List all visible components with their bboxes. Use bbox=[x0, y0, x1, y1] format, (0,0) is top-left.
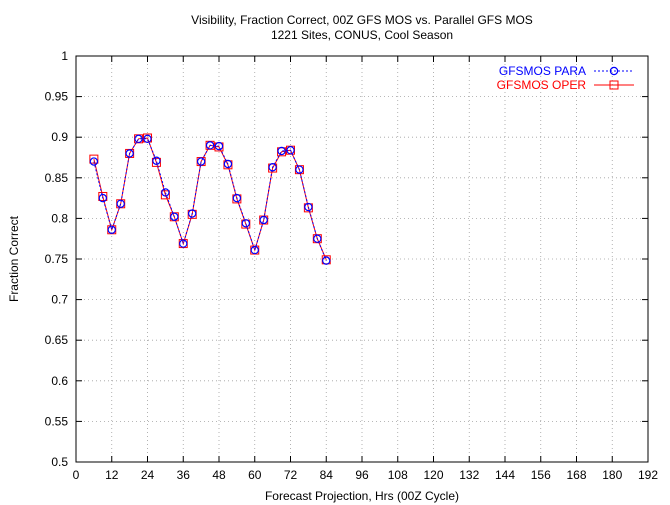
x-tick-label: 192 bbox=[638, 468, 658, 482]
x-tick-label: 60 bbox=[248, 468, 262, 482]
y-tick-label: 0.5 bbox=[51, 455, 68, 469]
y-axis-label: Fraction Correct bbox=[7, 215, 21, 302]
data-point bbox=[160, 190, 170, 200]
data-point bbox=[259, 215, 268, 225]
data-point bbox=[295, 165, 304, 174]
legend-marker bbox=[609, 66, 619, 76]
data-point bbox=[187, 209, 197, 218]
x-tick-label: 0 bbox=[73, 468, 80, 482]
y-tick-label: 0.6 bbox=[51, 374, 68, 388]
x-tick-label: 72 bbox=[284, 468, 298, 482]
data-point bbox=[98, 191, 108, 201]
data-point bbox=[89, 157, 99, 166]
legend-marker bbox=[609, 80, 619, 90]
data-point bbox=[322, 256, 331, 265]
data-point bbox=[250, 245, 259, 255]
data-point bbox=[196, 157, 206, 166]
data-point bbox=[277, 146, 286, 156]
y-tick-label: 0.75 bbox=[45, 252, 69, 266]
data-point bbox=[205, 141, 215, 150]
data-point bbox=[151, 157, 161, 167]
data-point bbox=[214, 141, 224, 151]
y-tick-label: 0.65 bbox=[45, 333, 69, 347]
x-tick-label: 132 bbox=[459, 468, 479, 482]
data-point bbox=[313, 234, 322, 243]
data-point bbox=[268, 163, 277, 172]
data-point bbox=[107, 225, 116, 234]
data-point bbox=[116, 199, 125, 208]
data-point bbox=[286, 145, 295, 155]
chart-subtitle: 1221 Sites, CONUS, Cool Season bbox=[271, 28, 453, 42]
data-point bbox=[304, 202, 313, 212]
x-tick-label: 84 bbox=[320, 468, 334, 482]
x-tick-label: 48 bbox=[212, 468, 226, 482]
x-axis-label: Forecast Projection, Hrs (00Z Cycle) bbox=[265, 489, 459, 503]
chart-title: Visibility, Fraction Correct, 00Z GFS MO… bbox=[191, 13, 533, 27]
data-point bbox=[98, 193, 108, 203]
data-point bbox=[241, 219, 251, 228]
x-tick-label: 144 bbox=[495, 468, 515, 482]
tick-labels: 0 12 24 36 48 60 72 84 96 108 120 132 144 156 168 180 19… bbox=[45, 49, 659, 482]
legend-item: GFSMOS OPER bbox=[497, 78, 634, 92]
series-line bbox=[93, 138, 327, 261]
data-point bbox=[143, 134, 152, 144]
x-tick-label: 156 bbox=[531, 468, 551, 482]
x-tick-label: 120 bbox=[423, 468, 443, 482]
x-tick-label: 96 bbox=[355, 468, 369, 482]
y-tick-label: 0.85 bbox=[45, 171, 69, 185]
legend-label: GFSMOS OPER bbox=[497, 78, 587, 92]
x-tick-label: 12 bbox=[105, 468, 119, 482]
y-tick-label: 0.8 bbox=[51, 211, 68, 225]
series-layer bbox=[89, 133, 331, 265]
x-tick-label: 168 bbox=[566, 468, 586, 482]
x-tick-label: 24 bbox=[141, 468, 155, 482]
y-tick-label: 0.9 bbox=[51, 130, 68, 144]
y-tick-label: 0.95 bbox=[45, 90, 69, 104]
x-tick-label: 180 bbox=[602, 468, 622, 482]
data-point bbox=[152, 156, 161, 165]
legend-item: GFSMOS PARA bbox=[499, 64, 634, 78]
y-tick-label: 1 bbox=[61, 49, 68, 63]
legend-label: GFSMOS PARA bbox=[499, 64, 586, 78]
y-tick-label: 0.7 bbox=[51, 293, 68, 307]
x-tick-label: 108 bbox=[388, 468, 408, 482]
grid bbox=[76, 56, 648, 462]
x-tick-label: 36 bbox=[177, 468, 191, 482]
data-point bbox=[170, 212, 179, 221]
data-point bbox=[232, 193, 242, 203]
data-point bbox=[179, 239, 188, 248]
ticks bbox=[75, 55, 649, 463]
data-point bbox=[125, 149, 134, 158]
data-point bbox=[223, 159, 233, 169]
data-point bbox=[134, 134, 143, 144]
series-para bbox=[89, 134, 331, 265]
data-point bbox=[161, 188, 170, 197]
y-tick-label: 0.55 bbox=[45, 414, 69, 428]
